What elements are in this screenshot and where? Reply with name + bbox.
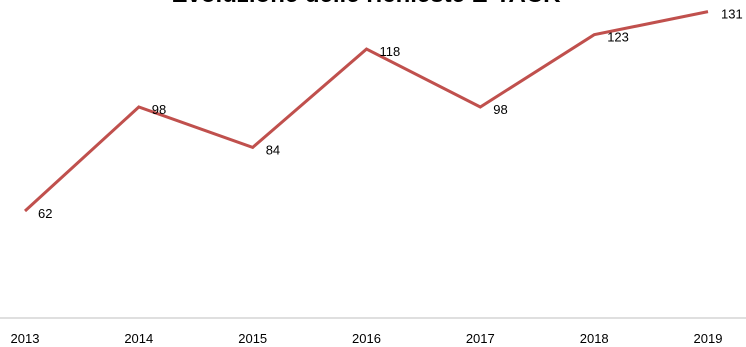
data-label: 123 xyxy=(607,30,629,45)
data-label: 98 xyxy=(493,102,507,117)
series-line xyxy=(23,10,709,213)
x-axis-ticks: 2013 2014 2015 2016 2017 2018 2019 xyxy=(11,331,723,346)
x-tick-label: 2017 xyxy=(466,331,495,346)
data-label: 62 xyxy=(38,206,52,221)
chart-title: Evoluzione delle richieste E-TACK xyxy=(172,0,562,8)
x-tick-label: 2015 xyxy=(238,331,267,346)
data-label: 98 xyxy=(152,102,166,117)
data-label: 131 xyxy=(721,7,743,22)
x-tick-label: 2016 xyxy=(352,331,381,346)
x-tick-label: 2018 xyxy=(580,331,609,346)
x-tick-label: 2019 xyxy=(694,331,723,346)
x-tick-label: 2013 xyxy=(11,331,40,346)
x-tick-label: 2014 xyxy=(124,331,153,346)
data-label: 118 xyxy=(380,44,401,59)
data-labels: 62 98 84 118 98 123 131 xyxy=(38,7,743,221)
data-label: 84 xyxy=(266,142,280,157)
